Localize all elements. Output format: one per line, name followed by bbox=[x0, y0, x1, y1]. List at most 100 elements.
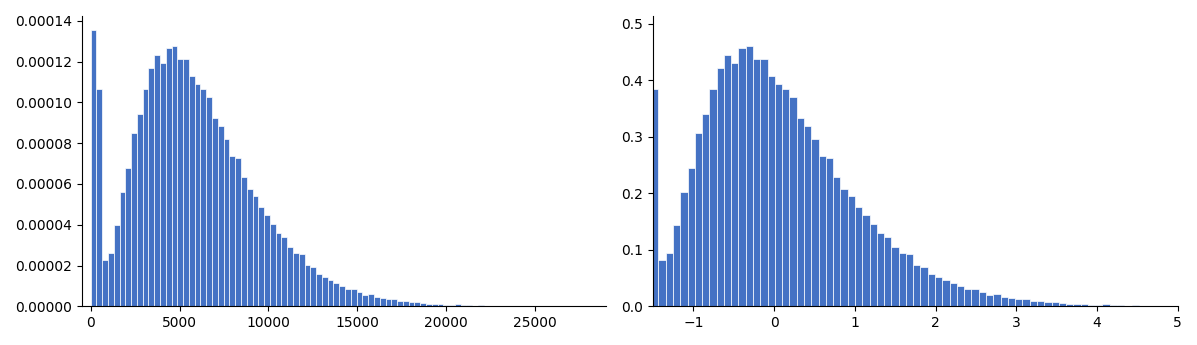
Bar bbox=[218, 126, 224, 306]
Bar bbox=[833, 177, 840, 306]
Bar bbox=[949, 283, 956, 306]
Bar bbox=[731, 63, 739, 306]
Bar bbox=[230, 156, 235, 306]
Bar bbox=[1008, 298, 1015, 306]
Bar bbox=[126, 168, 132, 306]
Bar bbox=[438, 304, 443, 306]
Bar bbox=[177, 59, 183, 306]
Bar bbox=[299, 254, 304, 306]
Bar bbox=[1037, 301, 1044, 306]
Bar bbox=[994, 294, 1001, 306]
Bar bbox=[1067, 304, 1074, 306]
Bar bbox=[195, 84, 200, 306]
Bar bbox=[408, 302, 414, 306]
Bar bbox=[979, 292, 986, 306]
Bar bbox=[855, 207, 862, 306]
Bar bbox=[189, 76, 195, 306]
Bar bbox=[899, 253, 906, 306]
Bar bbox=[964, 289, 972, 306]
Bar bbox=[310, 267, 316, 306]
Bar bbox=[467, 305, 473, 306]
Bar bbox=[253, 196, 259, 306]
Bar bbox=[414, 302, 420, 306]
Bar bbox=[200, 89, 206, 306]
Bar bbox=[651, 89, 658, 306]
Bar bbox=[1088, 305, 1095, 306]
Bar bbox=[928, 274, 935, 306]
Bar bbox=[265, 215, 269, 306]
Bar bbox=[351, 289, 357, 306]
Bar bbox=[739, 48, 746, 306]
Bar bbox=[703, 114, 710, 306]
Bar bbox=[767, 76, 774, 306]
Bar bbox=[160, 63, 166, 306]
Bar bbox=[694, 133, 703, 306]
Bar bbox=[316, 274, 322, 306]
Bar bbox=[790, 97, 797, 306]
Bar bbox=[171, 46, 177, 306]
Bar bbox=[91, 30, 97, 306]
Bar bbox=[920, 267, 928, 306]
Bar bbox=[826, 158, 833, 306]
Bar bbox=[717, 68, 724, 306]
Bar bbox=[774, 84, 782, 306]
Bar bbox=[885, 237, 892, 306]
Bar bbox=[478, 305, 484, 306]
Bar bbox=[1015, 299, 1022, 306]
Bar bbox=[403, 301, 408, 306]
Bar bbox=[304, 265, 310, 306]
Bar bbox=[142, 89, 148, 306]
Bar bbox=[136, 114, 142, 306]
Bar bbox=[876, 233, 885, 306]
Bar bbox=[339, 286, 345, 306]
Bar bbox=[334, 283, 339, 306]
Bar bbox=[644, 30, 651, 306]
Bar bbox=[369, 294, 373, 306]
Bar bbox=[666, 253, 673, 306]
Bar bbox=[710, 89, 717, 306]
Bar bbox=[443, 305, 449, 306]
Bar bbox=[913, 265, 920, 306]
Bar bbox=[819, 156, 826, 306]
Bar bbox=[379, 298, 385, 306]
Bar bbox=[658, 260, 666, 306]
Bar bbox=[986, 295, 994, 306]
Bar bbox=[1110, 305, 1117, 306]
Bar bbox=[426, 304, 432, 306]
Bar bbox=[760, 59, 767, 306]
Bar bbox=[247, 188, 253, 306]
Bar bbox=[148, 68, 154, 306]
Bar bbox=[132, 133, 136, 306]
Bar bbox=[275, 233, 281, 306]
Bar bbox=[840, 188, 847, 306]
Bar bbox=[1131, 305, 1138, 306]
Bar bbox=[1029, 301, 1037, 306]
Bar bbox=[120, 191, 126, 306]
Bar bbox=[345, 289, 351, 306]
Bar bbox=[935, 277, 942, 306]
Bar bbox=[259, 207, 265, 306]
Bar bbox=[956, 286, 964, 306]
Bar bbox=[1001, 297, 1008, 306]
Bar bbox=[420, 303, 426, 306]
Bar bbox=[782, 89, 790, 306]
Bar bbox=[1022, 299, 1029, 306]
Bar bbox=[687, 168, 694, 306]
Bar bbox=[391, 299, 397, 306]
Bar bbox=[804, 126, 812, 306]
Bar bbox=[281, 237, 287, 306]
Bar bbox=[1102, 304, 1110, 306]
Bar bbox=[461, 305, 467, 306]
Bar bbox=[449, 305, 455, 306]
Bar bbox=[108, 253, 114, 306]
Bar bbox=[1081, 304, 1088, 306]
Bar bbox=[287, 247, 293, 306]
Bar bbox=[363, 295, 369, 306]
Bar bbox=[847, 196, 855, 306]
Bar bbox=[1044, 302, 1051, 306]
Bar bbox=[373, 297, 379, 306]
Bar bbox=[753, 59, 760, 306]
Bar bbox=[1074, 304, 1081, 306]
Bar bbox=[293, 253, 299, 306]
Bar bbox=[455, 304, 461, 306]
